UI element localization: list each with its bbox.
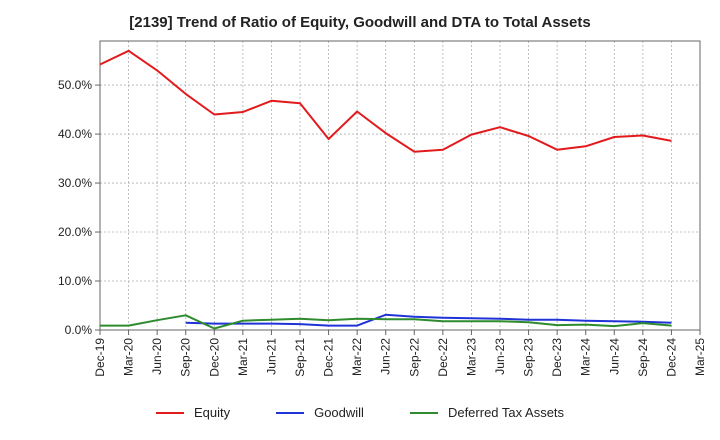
x-tick-label: Sep-24	[636, 338, 650, 377]
grid-lines	[100, 41, 700, 330]
x-tick-label: Jun-21	[264, 338, 278, 375]
legend-item-equity: Equity	[155, 405, 231, 420]
y-tick-label: 30.0%	[58, 176, 92, 190]
plot-area-border	[99, 40, 701, 331]
x-tick-label: Dec-22	[436, 338, 450, 377]
series-line-goodwill	[185, 313, 672, 327]
x-tick-label: Mar-25	[693, 338, 707, 376]
series-line-equity	[99, 49, 672, 153]
series-lines	[99, 49, 672, 330]
x-tick-label: Jun-22	[379, 338, 393, 375]
x-tick-label: Dec-24	[664, 338, 678, 377]
series-line-deferred-tax-assets	[100, 314, 672, 330]
legend-swatch-dta	[409, 411, 438, 414]
legend-item-dta: Deferred Tax Assets	[409, 405, 565, 420]
y-tick-label: 20.0%	[58, 225, 92, 239]
legend-item-goodwill: Goodwill	[276, 405, 364, 420]
y-axis-ticks: 0.0% 10.0% 20.0% 30.0% 40.0% 50.0%	[58, 78, 100, 337]
legend-swatch-equity	[155, 411, 184, 414]
x-tick-label: Jun-24	[607, 338, 621, 375]
legend-label-goodwill: Goodwill	[314, 405, 364, 420]
x-tick-label: Dec-20	[207, 338, 221, 377]
x-tick-label: Dec-21	[322, 338, 336, 377]
x-tick-label: Sep-20	[179, 338, 193, 377]
x-tick-label: Mar-22	[350, 338, 364, 376]
legend-swatch-goodwill	[276, 411, 305, 414]
x-tick-label: Mar-20	[122, 338, 136, 376]
y-tick-label: 50.0%	[58, 78, 92, 92]
x-tick-label: Jun-20	[150, 338, 164, 375]
y-tick-label: 0.0%	[65, 323, 93, 337]
x-tick-label: Sep-21	[293, 338, 307, 377]
x-axis-ticks: Dec-19 Mar-20 Jun-20 Sep-20 Dec-20 Mar-21 Jun-…	[93, 330, 707, 377]
x-tick-label: Sep-23	[522, 338, 536, 377]
y-tick-label: 10.0%	[58, 274, 92, 288]
legend: Equity Goodwill Deferred Tax Assets	[0, 405, 720, 420]
legend-label-dta: Deferred Tax Assets	[447, 405, 565, 420]
axes	[99, 40, 701, 331]
y-tick-label: 40.0%	[58, 127, 92, 141]
x-tick-label: Mar-24	[579, 338, 593, 376]
x-tick-label: Sep-22	[407, 338, 421, 377]
chart-title: [2139] Trend of Ratio of Equity, Goodwil…	[129, 14, 591, 31]
x-tick-label: Jun-23	[493, 338, 507, 375]
x-tick-label: Mar-21	[236, 338, 250, 376]
legend-label-equity: Equity	[193, 405, 231, 420]
x-tick-label: Mar-23	[464, 338, 478, 376]
x-tick-label: Dec-19	[93, 338, 107, 377]
x-tick-label: Dec-23	[550, 338, 564, 377]
